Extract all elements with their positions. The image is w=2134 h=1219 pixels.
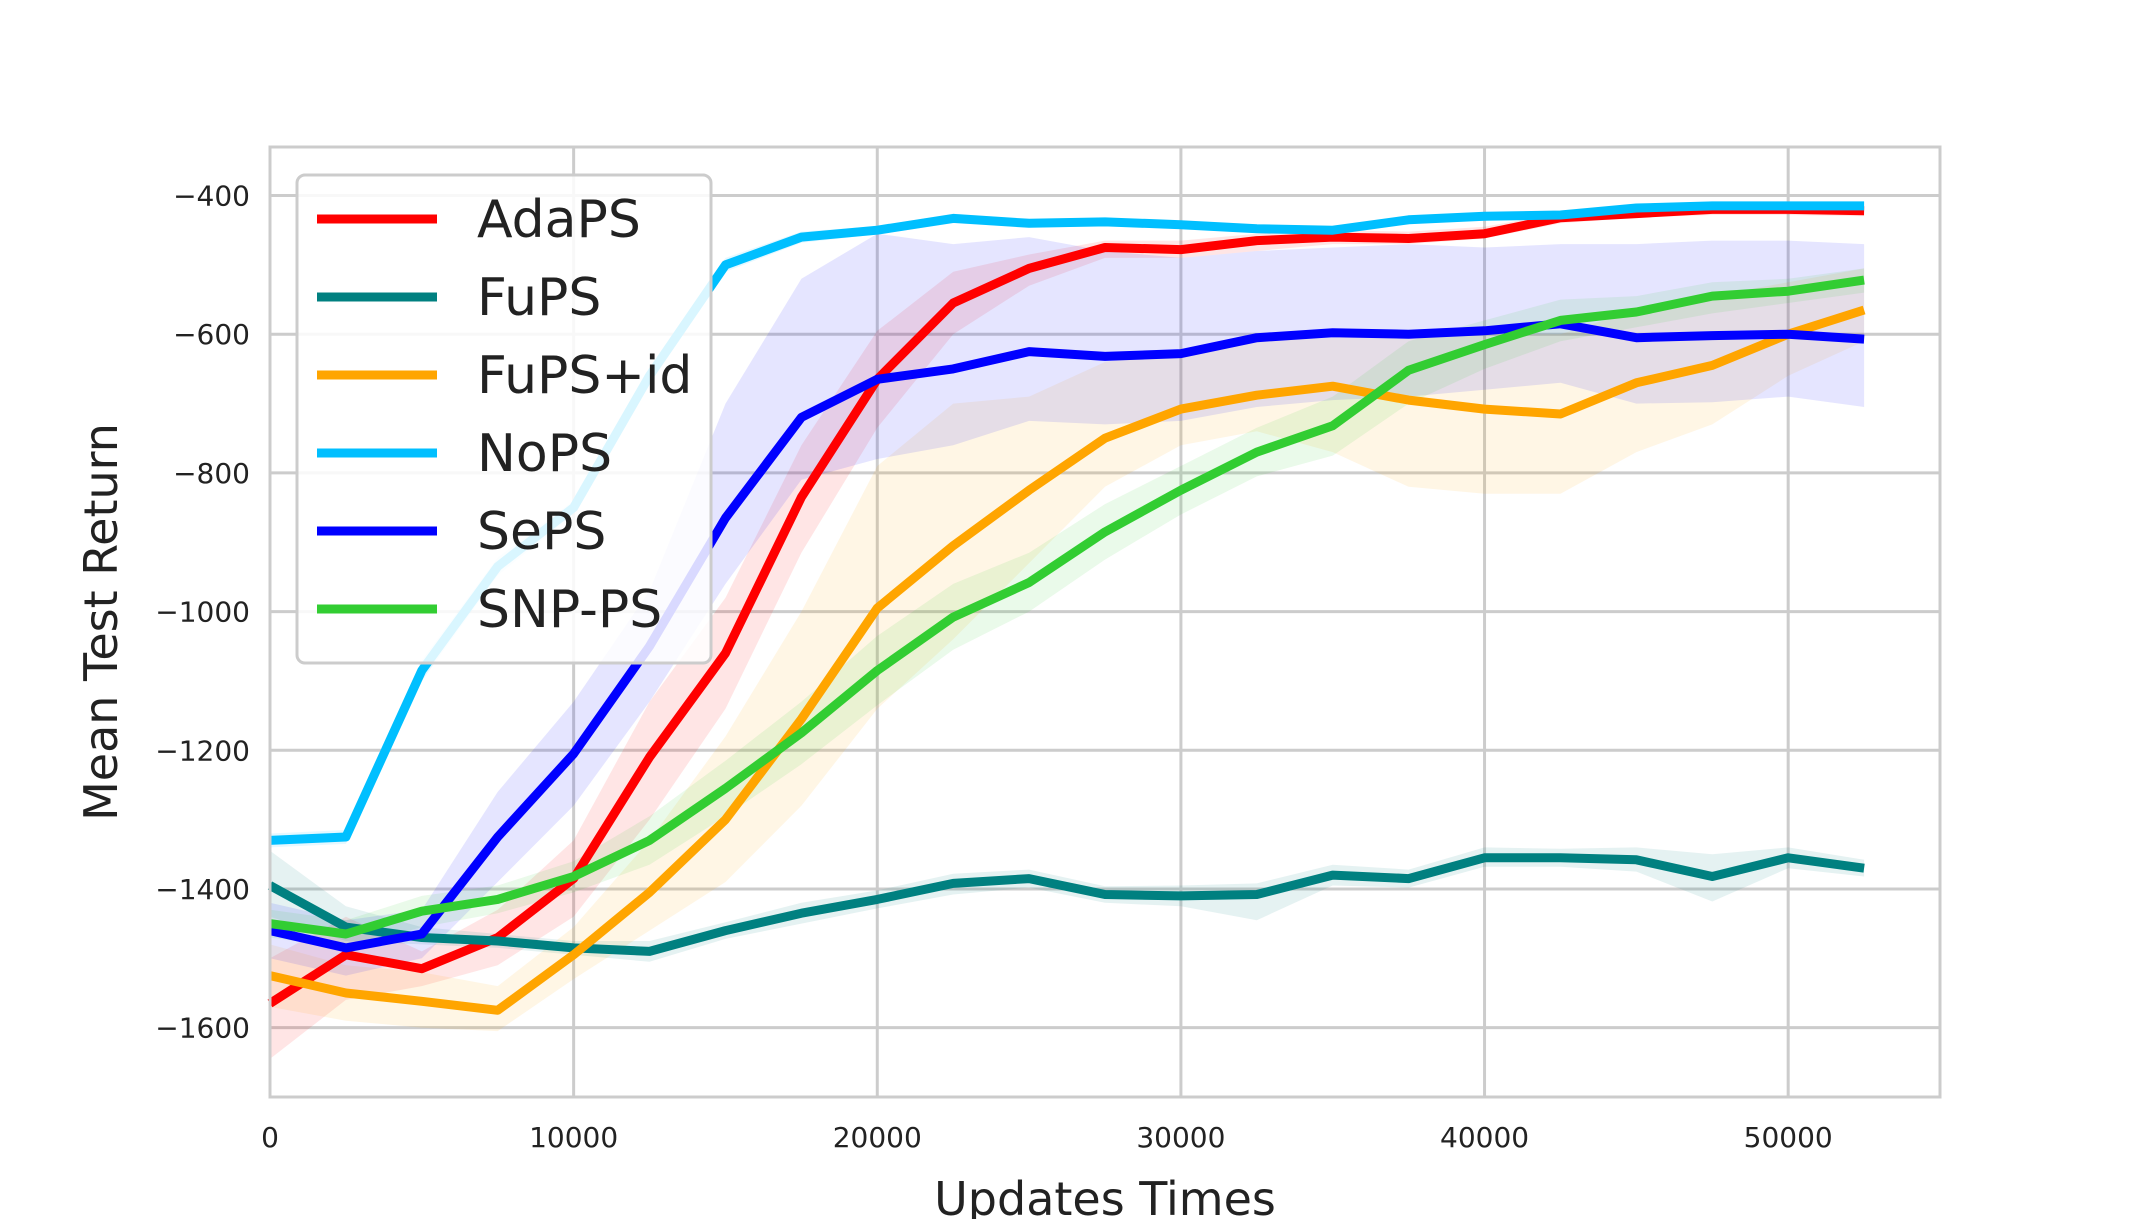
x-tick-label: 40000 (1440, 1121, 1529, 1154)
legend-label-adaps: AdaPS (477, 190, 641, 250)
series-line-fups (267, 853, 1865, 956)
band-fups-id (270, 268, 1865, 1032)
x-tick-label: 20000 (833, 1121, 922, 1154)
legend-label-nops: NoPS (477, 424, 612, 484)
band-adaps (270, 205, 1865, 1059)
legend: AdaPS FuPS FuPS+id NoPS SePS SNP-PS (295, 173, 713, 665)
y-axis-label: Mean Test Return (74, 423, 128, 821)
band-fups (270, 847, 1865, 962)
y-tick-label: −400 (173, 180, 250, 213)
confidence-bands (270, 201, 1865, 1059)
x-tick-label: 50000 (1744, 1121, 1833, 1154)
x-axis-label: Updates Times (934, 1172, 1276, 1219)
y-tick-label: −1000 (155, 596, 250, 629)
band-seps (270, 233, 1865, 976)
grid (268, 147, 1940, 1097)
x-tick-label: 30000 (1136, 1121, 1225, 1154)
y-tick-labels: −400 −600 −800 −1000 −1200 −1400 −1600 (155, 180, 250, 1045)
y-tick-label: −600 (173, 318, 250, 351)
y-tick-label: −1400 (155, 873, 250, 906)
y-tick-label: −1600 (155, 1012, 250, 1045)
series-line-fups-id (268, 305, 1866, 1015)
series-line-snp-ps (269, 275, 1865, 939)
plot-frame (268, 145, 1942, 1099)
series-line-seps (268, 319, 1865, 953)
y-tick-label: −800 (173, 457, 250, 490)
x-tick-label: 0 (261, 1121, 279, 1154)
legend-label-fups-id: FuPS+id (477, 346, 692, 406)
y-tick-label: −1200 (155, 734, 250, 767)
legend-label-seps: SePS (477, 502, 606, 562)
series-lines (267, 201, 1866, 1015)
legend-label-fups: FuPS (477, 268, 601, 328)
x-tick-label: 10000 (529, 1121, 618, 1154)
legend-label-snp-ps: SNP-PS (477, 580, 662, 640)
x-tick-labels: 0 10000 20000 30000 40000 50000 (261, 1121, 1833, 1154)
